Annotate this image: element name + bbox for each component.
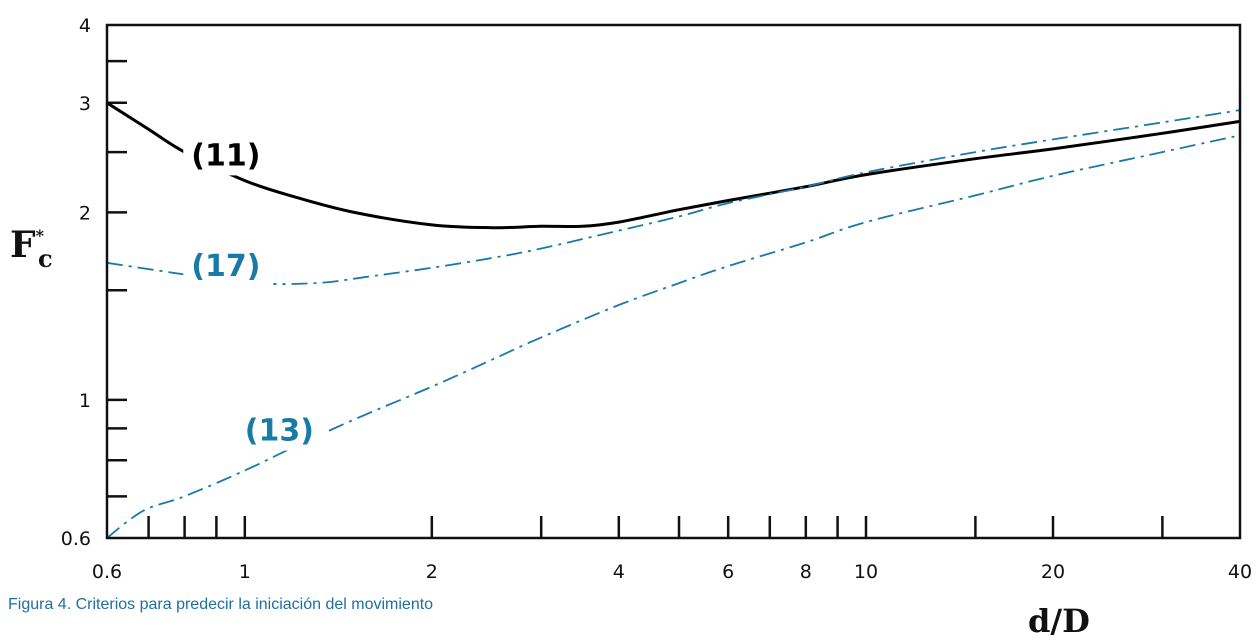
y-tick-label: 3 bbox=[79, 93, 91, 115]
figure-caption: Figura 4. Criterios para predecir la ini… bbox=[8, 596, 434, 613]
x-tick-label: 4 bbox=[613, 561, 625, 583]
y-tick-label: 1 bbox=[79, 390, 91, 412]
x-tick-label: 6 bbox=[722, 561, 734, 583]
labels-layer: (11) (17) (13) bbox=[183, 137, 327, 451]
x-tick-label: 8 bbox=[800, 561, 812, 583]
curve-label-13: (13) bbox=[245, 414, 314, 449]
x-tick-label: 1 bbox=[239, 561, 251, 583]
x-tick-label: 20 bbox=[1041, 561, 1065, 583]
x-tick-label: 2 bbox=[426, 561, 438, 583]
ticks-layer: 0.6 1 2 4 6 8 10 20 40 0.6 1 2 3 4 bbox=[61, 15, 1252, 583]
y-tick-label: 4 bbox=[79, 15, 91, 37]
curves-layer bbox=[106, 101, 1241, 539]
y-tick-label: 2 bbox=[79, 202, 91, 224]
plot-frame bbox=[105, 23, 1242, 540]
x-tick-label: 10 bbox=[854, 561, 878, 583]
curve-label-background bbox=[236, 412, 327, 451]
curve-11 bbox=[106, 101, 1241, 230]
curve-label-background bbox=[183, 137, 274, 176]
curve-label-11: (11) bbox=[191, 138, 260, 173]
y-axis-title-superscript: * bbox=[36, 226, 45, 245]
curve-17 bbox=[106, 109, 1241, 285]
y-tick-label: 0.6 bbox=[61, 528, 91, 550]
y-axis-title-subscript: c bbox=[38, 244, 53, 273]
x-tick-label: 0.6 bbox=[92, 561, 122, 583]
y-axis-title: F* c bbox=[10, 224, 53, 273]
curve-13 bbox=[106, 134, 1241, 539]
y-axis-title-main: F bbox=[10, 224, 36, 266]
curve-label-17: (17) bbox=[191, 249, 260, 284]
x-tick-label: 40 bbox=[1228, 561, 1252, 583]
curve-label-background bbox=[183, 248, 274, 287]
x-axis-title: d/D bbox=[1028, 602, 1090, 640]
